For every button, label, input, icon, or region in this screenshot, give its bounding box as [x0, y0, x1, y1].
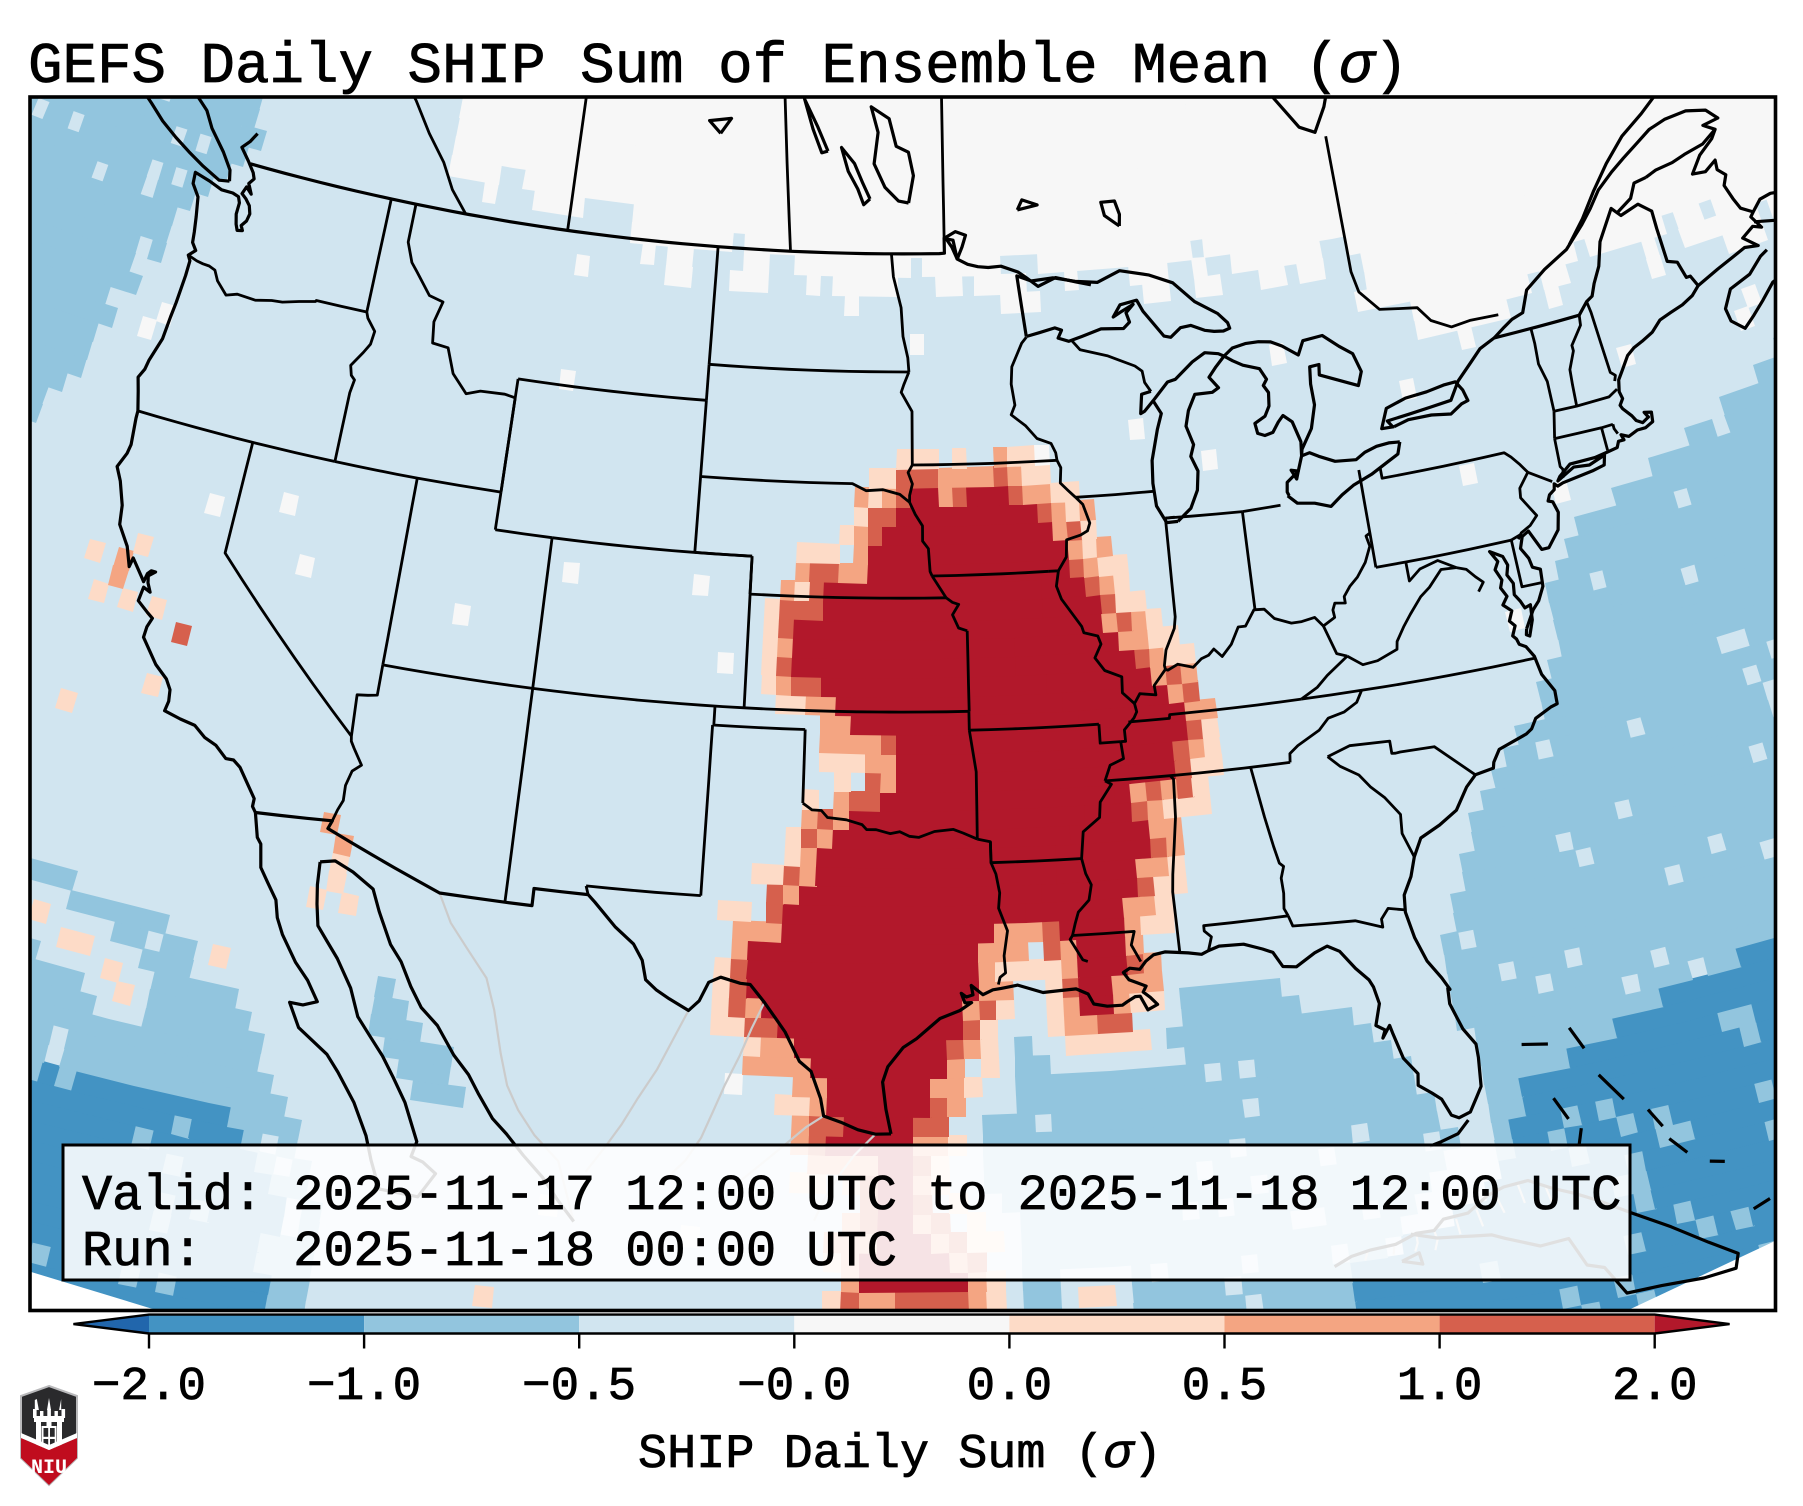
svg-text:GEFS Daily SHIP Sum of Ensembl: GEFS Daily SHIP Sum of Ensemble Mean (σ): [28, 35, 1408, 100]
svg-text:Run: 2025-11-18 00:00 UTC: Run: 2025-11-18 00:00 UTC: [82, 1224, 897, 1281]
svg-text:2.0: 2.0: [1612, 1360, 1698, 1414]
svg-text:−0.5: −0.5: [522, 1360, 636, 1414]
svg-text:NIU: NIU: [31, 1457, 67, 1480]
svg-text:1.0: 1.0: [1397, 1360, 1483, 1414]
svg-text:−1.0: −1.0: [307, 1360, 421, 1414]
svg-text:−2.0: −2.0: [92, 1360, 206, 1414]
svg-text:SHIP Daily Sum (σ): SHIP Daily Sum (σ): [638, 1427, 1162, 1482]
svg-text:Valid: 2025-11-17 12:00 UTC to: Valid: 2025-11-17 12:00 UTC to 2025-11-1…: [82, 1168, 1621, 1225]
svg-text:−0.0: −0.0: [737, 1360, 851, 1414]
svg-text:0.5: 0.5: [1182, 1360, 1268, 1414]
svg-text:0.0: 0.0: [967, 1360, 1053, 1414]
